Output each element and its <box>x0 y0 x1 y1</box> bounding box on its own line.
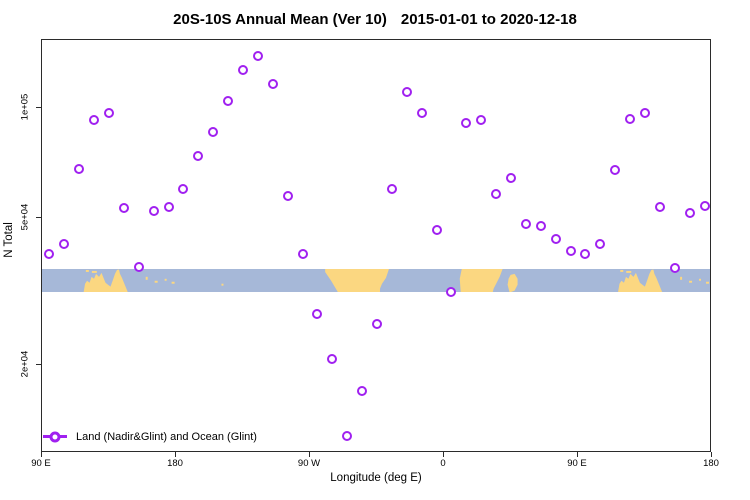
data-point <box>223 96 234 107</box>
data-point <box>550 233 561 244</box>
land-shapes-copy-a <box>83 269 224 293</box>
land-australia <box>83 269 128 293</box>
data-point <box>118 202 129 213</box>
y-tick <box>36 217 41 219</box>
data-point <box>401 87 412 98</box>
data-point <box>520 219 531 229</box>
plot-area: Land (Nadir&Glint) and Ocean (Glint) <box>41 39 711 452</box>
data-point <box>565 245 576 256</box>
y-tick-label: 2e+04 <box>19 350 31 378</box>
y-tick <box>36 106 41 108</box>
x-tick-label: 90 E <box>31 458 51 469</box>
data-point <box>476 114 487 125</box>
data-point <box>535 221 546 231</box>
island-speck <box>171 281 175 284</box>
data-point <box>238 64 248 75</box>
data-point <box>625 113 636 124</box>
data-point <box>684 208 695 219</box>
y-tick <box>36 363 41 365</box>
data-point <box>163 202 174 213</box>
data-point <box>327 353 338 364</box>
data-point <box>669 262 680 273</box>
data-point <box>610 165 621 176</box>
x-tick-label: 90 W <box>297 458 321 469</box>
data-point <box>193 151 204 162</box>
x-tick-label: 0 <box>440 458 446 469</box>
data-point <box>267 78 278 89</box>
data-point <box>431 225 442 236</box>
data-point <box>178 184 189 195</box>
legend: Land (Nadir&Glint) and Ocean (Glint) <box>43 430 257 443</box>
plot-title: 20S-10S Annual Mean (Ver 10) 2015-01-01 … <box>0 11 750 28</box>
data-point <box>446 286 457 297</box>
island-speck <box>706 281 710 284</box>
data-point <box>74 164 85 175</box>
land-south-america <box>325 268 389 293</box>
data-point <box>297 249 308 260</box>
data-point <box>342 431 353 442</box>
data-point <box>357 385 368 396</box>
data-point <box>89 114 100 125</box>
open-circle-icon <box>49 431 61 442</box>
plot-title-main: 20S-10S Annual Mean (Ver 10) <box>173 11 387 28</box>
y-axis-label: N Total <box>3 222 15 258</box>
data-point <box>133 262 144 273</box>
data-point <box>595 239 606 250</box>
data-point <box>59 239 70 250</box>
x-tick <box>309 452 310 457</box>
island-speck <box>680 276 683 280</box>
island-timor <box>626 270 632 273</box>
island-speck <box>164 278 167 281</box>
x-tick-label: 180 <box>703 458 719 469</box>
island-speck <box>689 280 693 283</box>
plot-title-dates: 2015-01-01 to 2020-12-18 <box>400 11 577 28</box>
data-point <box>208 126 219 137</box>
data-point <box>372 319 382 330</box>
island-speck <box>154 280 158 283</box>
data-point <box>506 173 516 184</box>
land-africa <box>459 268 503 293</box>
x-tick <box>577 452 578 457</box>
y-tick-label: 5e+04 <box>19 204 31 231</box>
land-shapes-copy-b <box>617 269 710 293</box>
x-tick-label: 90 E <box>567 458 587 469</box>
data-point <box>386 184 397 195</box>
data-point <box>282 190 293 201</box>
data-point <box>148 205 159 216</box>
x-tick <box>175 452 176 457</box>
land-madagascar <box>507 273 518 293</box>
island-timor <box>91 270 97 273</box>
x-axis-label: Longitude (deg E) <box>330 472 422 484</box>
data-point <box>699 200 710 211</box>
data-point <box>640 108 650 119</box>
data-point <box>312 309 323 320</box>
latitude-map-band <box>42 268 710 293</box>
data-point <box>580 249 591 260</box>
y-tick-label: 1e+05 <box>19 93 31 121</box>
data-point <box>252 51 263 62</box>
x-tick <box>443 452 444 457</box>
data-point <box>104 108 114 119</box>
legend-line-marker <box>43 431 67 442</box>
data-point <box>491 188 502 199</box>
data-point <box>416 108 427 119</box>
data-point <box>654 202 665 213</box>
land-australia <box>617 269 663 293</box>
island-speck <box>145 276 148 280</box>
x-tick <box>41 452 42 457</box>
legend-label: Land (Nadir&Glint) and Ocean (Glint) <box>76 430 257 443</box>
x-tick <box>711 452 712 457</box>
x-tick-label: 180 <box>167 458 183 469</box>
island-speck <box>221 283 224 286</box>
data-point <box>44 249 55 260</box>
data-point <box>461 117 472 128</box>
island-sumba <box>620 269 624 272</box>
island-speck <box>699 278 702 281</box>
island-sumba <box>85 269 89 272</box>
